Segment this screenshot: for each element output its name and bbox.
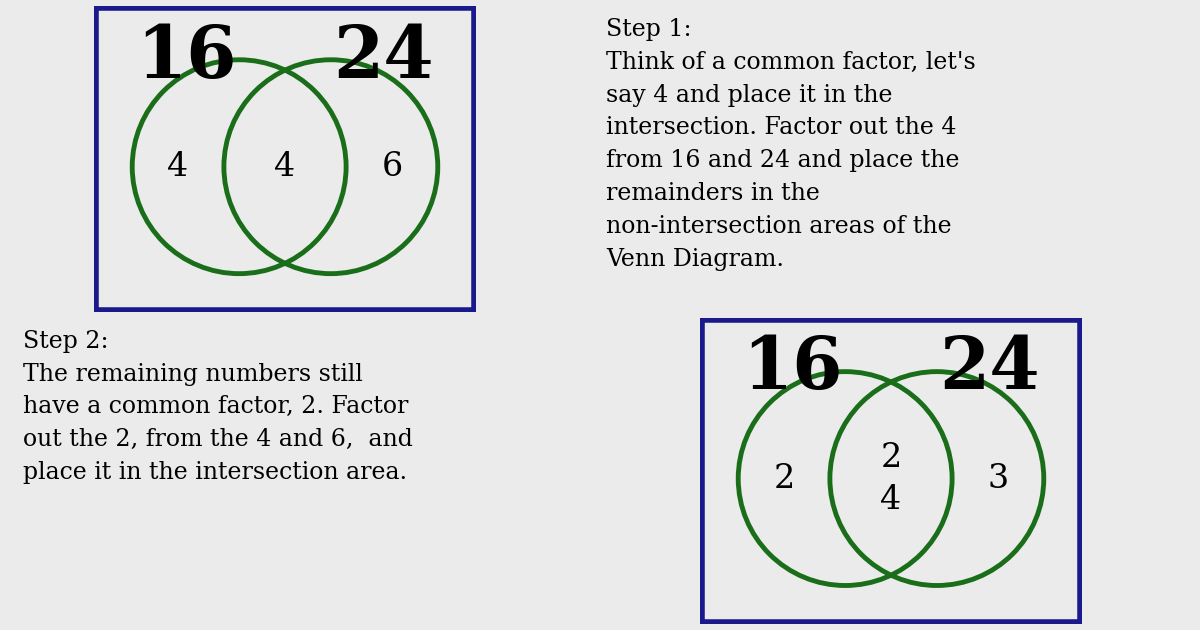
Text: Step 1:
Think of a common factor, let's
say 4 and place it in the
intersection. : Step 1: Think of a common factor, let's … [606, 18, 976, 271]
Text: 6: 6 [382, 151, 402, 183]
Text: 16: 16 [136, 21, 236, 93]
Text: 24: 24 [940, 333, 1040, 404]
Text: 3: 3 [988, 462, 1008, 495]
Text: 4: 4 [275, 151, 295, 183]
FancyBboxPatch shape [96, 8, 474, 310]
Text: 2: 2 [774, 462, 794, 495]
Text: Step 2:
The remaining numbers still
have a common factor, 2. Factor
out the 2, f: Step 2: The remaining numbers still have… [23, 329, 413, 484]
Text: 24: 24 [334, 21, 434, 93]
Text: 2
4: 2 4 [881, 442, 901, 515]
Text: 4: 4 [168, 151, 188, 183]
FancyBboxPatch shape [702, 320, 1080, 622]
Text: 16: 16 [742, 333, 842, 404]
